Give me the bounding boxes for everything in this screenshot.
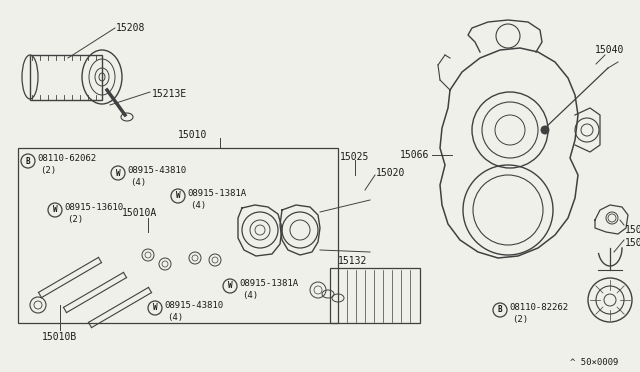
Text: 15213E: 15213E [152,89,188,99]
Circle shape [541,126,549,134]
Text: 08915-13610: 08915-13610 [64,203,123,212]
Text: ^ 50×0009: ^ 50×0009 [570,358,618,367]
Text: 15010B: 15010B [42,332,77,342]
Text: 15010: 15010 [178,130,207,140]
Text: 15066: 15066 [400,150,429,160]
Text: 15010A: 15010A [122,208,157,218]
Text: 15208: 15208 [116,23,145,33]
Text: (4): (4) [242,291,258,300]
Text: 15040: 15040 [595,45,625,55]
Text: 08110-82262: 08110-82262 [509,303,568,312]
Text: W: W [153,304,157,312]
Bar [30,55,102,100]
Text: W: W [228,282,232,291]
Text: 08110-62062: 08110-62062 [37,154,96,163]
Text: 15025: 15025 [340,152,369,162]
Text: (4): (4) [190,201,206,210]
Text: 08915-43810: 08915-43810 [164,301,223,310]
Text: W: W [52,205,58,215]
Text: 15050: 15050 [625,238,640,248]
Text: 08915-43810: 08915-43810 [127,166,186,175]
Bar [330,268,420,323]
Text: W: W [116,169,120,177]
Text: (4): (4) [130,178,146,187]
Text: 08915-1381A: 08915-1381A [187,189,246,198]
Text: 15020: 15020 [376,168,405,178]
Text: 15132: 15132 [338,256,367,266]
Text: (2): (2) [40,166,56,175]
Text: (2): (2) [67,215,83,224]
Text: 15053: 15053 [625,225,640,235]
Text: (4): (4) [167,313,183,322]
Text: B: B [498,305,502,314]
Text: B: B [26,157,30,166]
Bar [18,148,338,323]
Text: 08915-1381A: 08915-1381A [239,279,298,288]
Text: W: W [176,192,180,201]
Text: (2): (2) [512,315,528,324]
